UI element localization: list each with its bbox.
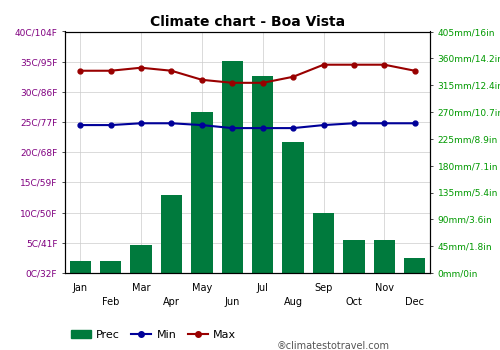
Title: Climate chart - Boa Vista: Climate chart - Boa Vista	[150, 15, 345, 29]
Bar	[130, 245, 152, 273]
Text: Dec: Dec	[406, 296, 424, 307]
Text: Jan: Jan	[72, 283, 88, 293]
Bar	[282, 142, 304, 273]
Bar	[313, 214, 334, 273]
Text: Mar: Mar	[132, 283, 150, 293]
Bar	[252, 76, 274, 273]
Text: May: May	[192, 283, 212, 293]
Bar	[191, 112, 212, 273]
Text: Oct: Oct	[346, 296, 362, 307]
Text: Feb: Feb	[102, 296, 120, 307]
Bar	[100, 261, 122, 273]
Text: Aug: Aug	[284, 296, 302, 307]
Bar	[404, 258, 425, 273]
Bar	[344, 240, 364, 273]
Text: Apr: Apr	[163, 296, 180, 307]
Bar	[374, 240, 395, 273]
Text: Sep: Sep	[314, 283, 332, 293]
Text: Jul: Jul	[257, 283, 268, 293]
Text: Jun: Jun	[224, 296, 240, 307]
Legend: Prec, Min, Max: Prec, Min, Max	[70, 330, 236, 340]
Text: Nov: Nov	[375, 283, 394, 293]
Bar	[222, 61, 243, 273]
Bar	[161, 196, 182, 273]
Bar	[70, 261, 91, 273]
Text: ®climatestotravel.com: ®climatestotravel.com	[276, 341, 390, 350]
